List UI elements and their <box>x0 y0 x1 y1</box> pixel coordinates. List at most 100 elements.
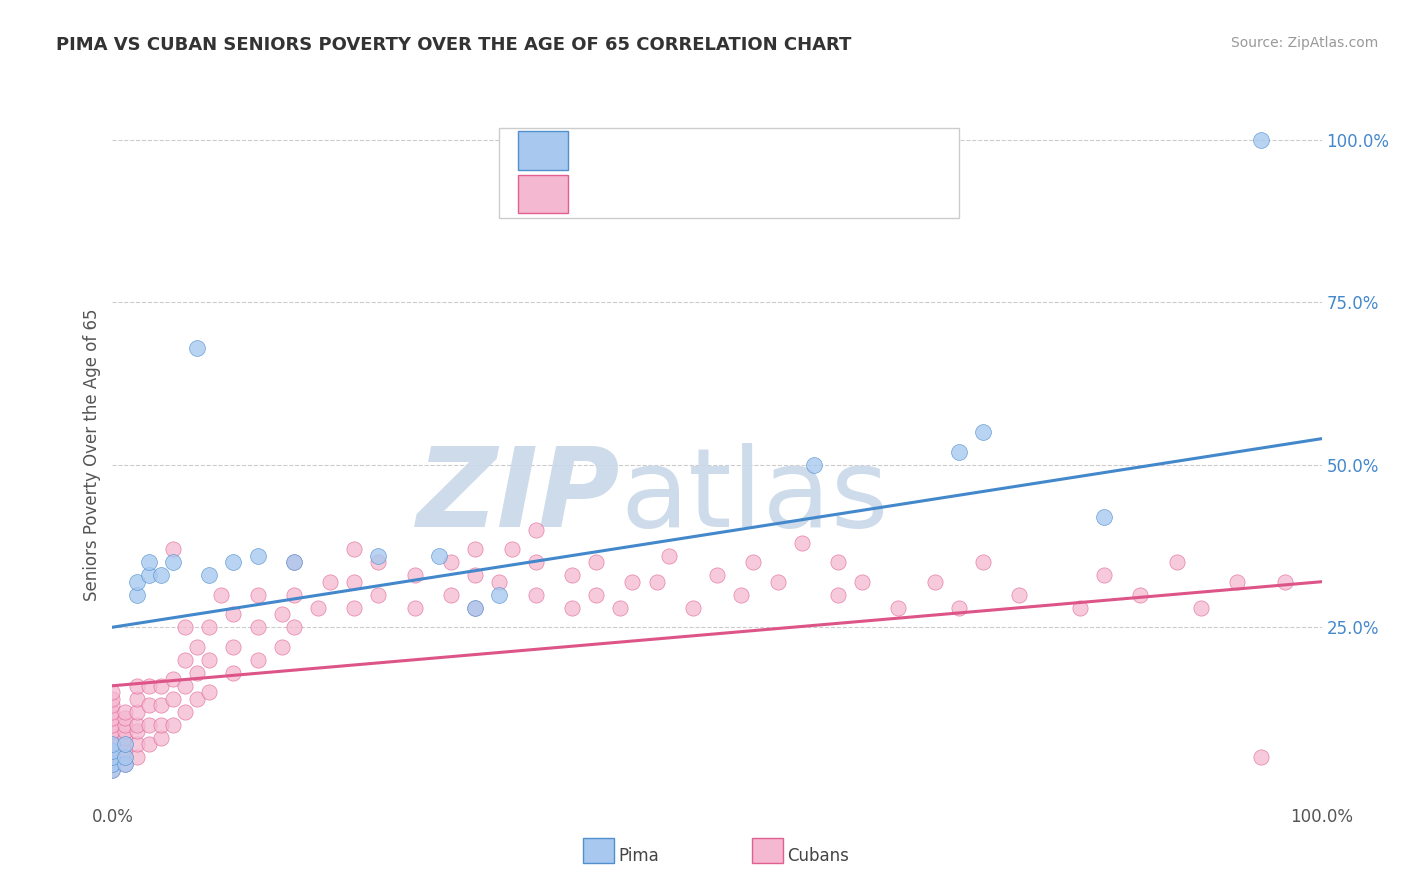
Point <box>948 444 970 458</box>
Point <box>101 750 124 764</box>
Point <box>138 555 160 569</box>
Point <box>1166 555 1188 569</box>
Point <box>270 607 292 622</box>
Point <box>524 523 547 537</box>
Point <box>246 588 269 602</box>
Point <box>114 737 136 751</box>
Point <box>125 705 148 719</box>
Point <box>283 620 305 634</box>
Text: R = 0.373   N = 108: R = 0.373 N = 108 <box>591 186 772 203</box>
Point <box>114 705 136 719</box>
Point <box>198 653 221 667</box>
Point <box>114 711 136 725</box>
Point <box>1250 132 1272 146</box>
Point <box>367 549 389 563</box>
Point <box>319 574 342 589</box>
Point <box>283 555 305 569</box>
Point <box>803 458 825 472</box>
Text: Cubans: Cubans <box>787 847 849 865</box>
Point <box>101 744 124 758</box>
Point <box>343 600 366 615</box>
Point <box>222 607 245 622</box>
Point <box>125 724 148 739</box>
Point <box>367 588 389 602</box>
Point <box>101 764 124 778</box>
Point <box>524 555 547 569</box>
Point <box>343 574 366 589</box>
Point <box>114 750 136 764</box>
Point <box>125 718 148 732</box>
Point <box>174 653 197 667</box>
Point <box>101 756 124 771</box>
Point <box>101 698 124 713</box>
Point <box>972 555 994 569</box>
FancyBboxPatch shape <box>517 131 568 169</box>
Point <box>149 679 172 693</box>
Point <box>270 640 292 654</box>
Point <box>101 750 124 764</box>
Point <box>343 542 366 557</box>
Point <box>1008 588 1031 602</box>
Point <box>488 574 510 589</box>
Point <box>766 574 789 589</box>
Point <box>162 718 184 732</box>
Point <box>222 665 245 680</box>
Point <box>138 568 160 582</box>
Point <box>488 588 510 602</box>
Point <box>464 600 486 615</box>
Point <box>125 691 148 706</box>
Point <box>464 600 486 615</box>
Point <box>561 568 583 582</box>
Point <box>125 750 148 764</box>
Point <box>138 698 160 713</box>
Point <box>138 737 160 751</box>
Point <box>283 555 305 569</box>
Point <box>524 588 547 602</box>
Point <box>585 588 607 602</box>
Point <box>682 600 704 615</box>
Text: PIMA VS CUBAN SENIORS POVERTY OVER THE AGE OF 65 CORRELATION CHART: PIMA VS CUBAN SENIORS POVERTY OVER THE A… <box>56 36 852 54</box>
Point <box>645 574 668 589</box>
Point <box>1092 568 1115 582</box>
Point <box>162 672 184 686</box>
Point <box>404 568 426 582</box>
Point <box>742 555 765 569</box>
Point <box>149 718 172 732</box>
Point <box>790 535 813 549</box>
Point <box>730 588 752 602</box>
Point <box>114 737 136 751</box>
Point <box>114 750 136 764</box>
Point <box>1189 600 1212 615</box>
Point <box>149 698 172 713</box>
Point <box>1092 509 1115 524</box>
Text: atlas: atlas <box>620 443 889 550</box>
Point <box>101 764 124 778</box>
Point <box>101 718 124 732</box>
Point <box>198 620 221 634</box>
FancyBboxPatch shape <box>499 128 959 219</box>
Point <box>101 705 124 719</box>
Point <box>609 600 631 615</box>
Point <box>162 555 184 569</box>
Point <box>209 588 232 602</box>
Point <box>101 756 124 771</box>
Point <box>114 744 136 758</box>
Point <box>114 731 136 745</box>
Point <box>138 679 160 693</box>
Point <box>114 724 136 739</box>
Y-axis label: Seniors Poverty Over the Age of 65: Seniors Poverty Over the Age of 65 <box>83 309 101 601</box>
Point <box>198 568 221 582</box>
Point <box>174 679 197 693</box>
Point <box>186 640 208 654</box>
Point <box>101 731 124 745</box>
Point <box>440 555 463 569</box>
Point <box>887 600 910 615</box>
Point <box>246 620 269 634</box>
Point <box>114 718 136 732</box>
Point <box>186 341 208 355</box>
Point <box>501 542 523 557</box>
Point <box>1274 574 1296 589</box>
Point <box>1069 600 1091 615</box>
Point <box>464 542 486 557</box>
Point <box>101 711 124 725</box>
